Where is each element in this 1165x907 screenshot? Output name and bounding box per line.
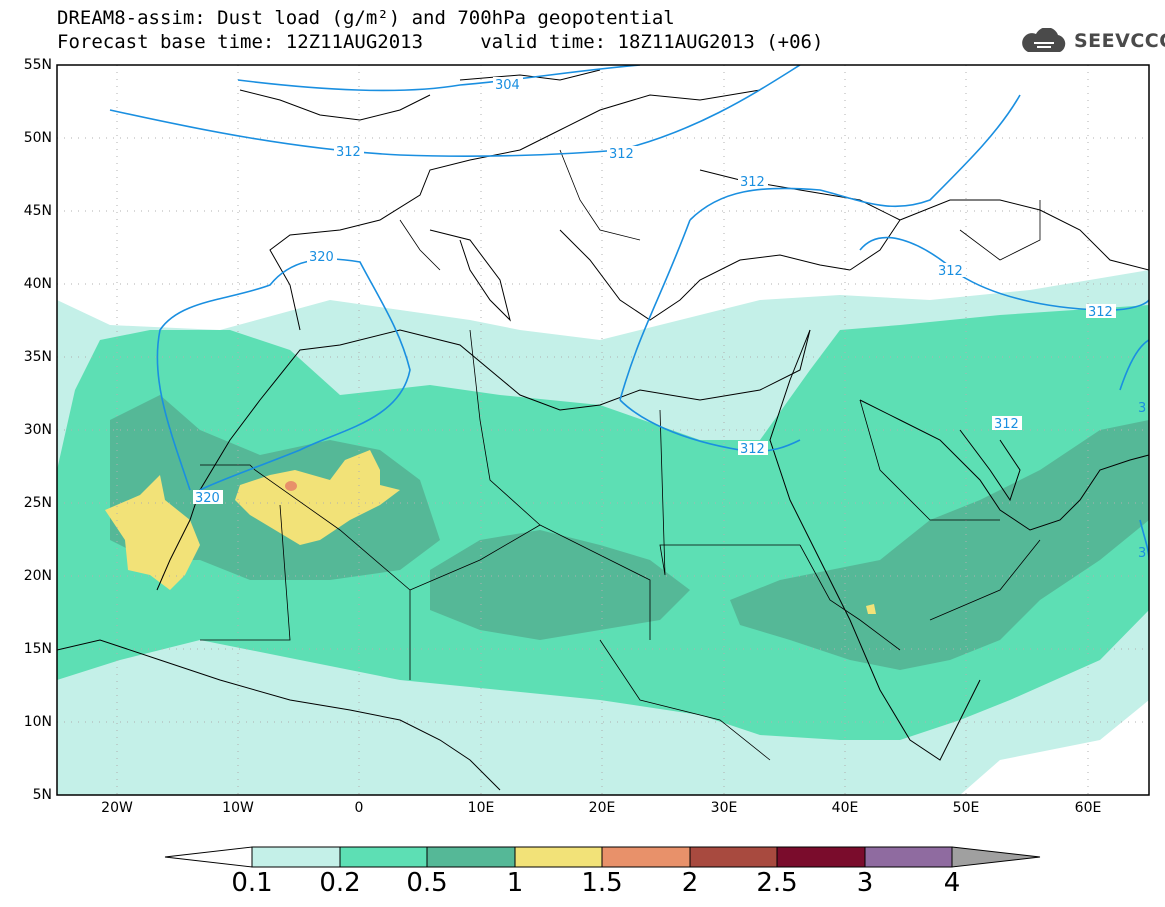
dust-region-mid-east — [730, 420, 1149, 670]
lat-label: 55N — [23, 57, 52, 73]
dust-region-mid-central — [430, 530, 690, 640]
lon-label: 10W — [222, 800, 254, 816]
contour-312-north — [109, 65, 801, 157]
colorbar-bin — [689, 846, 778, 868]
chart-title: DREAM8-assim: Dust load (g/m²) and 700hP… — [57, 7, 675, 29]
contour-label: 312 — [740, 442, 765, 457]
colorbar-tick-label: 1.5 — [581, 868, 623, 898]
colorbar-bin — [776, 846, 866, 868]
lon-label: 20W — [101, 800, 133, 816]
contour-312-east — [689, 94, 1021, 221]
colorbar-tick-label: 3 — [856, 868, 874, 898]
contour-label: 312 — [938, 264, 963, 279]
colorbar-tick-label: 0.5 — [406, 868, 448, 898]
colorbar — [164, 846, 1041, 868]
colorbar-bin — [514, 846, 603, 868]
graticule — [57, 65, 1149, 795]
lat-label: 45N — [23, 203, 52, 219]
colorbar-tick-label: 0.1 — [231, 868, 273, 898]
dust-field — [57, 270, 1149, 795]
contour-label: 312 — [609, 147, 634, 162]
dust-region-peak — [285, 481, 297, 491]
lon-label: 40E — [831, 800, 859, 816]
contour-label: 312 — [994, 417, 1019, 432]
lon-label: 0 — [354, 800, 364, 816]
lat-label: 40N — [23, 276, 52, 292]
lat-label: 5N — [32, 787, 52, 803]
lon-label: 50E — [952, 800, 980, 816]
borders — [200, 149, 1041, 761]
contour-304 — [237, 65, 641, 92]
colorbar-tick-label: 2 — [681, 868, 699, 898]
contour-312-south — [619, 399, 801, 453]
dust-region-high-2 — [235, 450, 400, 545]
lat-label: 15N — [23, 641, 52, 657]
lon-label: 60E — [1074, 800, 1102, 816]
colorbar-high-arrow — [951, 846, 1041, 868]
lat-label: 20N — [23, 568, 52, 584]
colorbar-bin — [426, 846, 516, 868]
colorbar-bin — [251, 846, 341, 868]
lat-label: 30N — [23, 422, 52, 438]
colorbar-tick-label: 0.2 — [319, 868, 361, 898]
colorbar-tick-label: 4 — [943, 868, 961, 898]
plot-frame — [56, 64, 1150, 796]
lat-label: 10N — [23, 714, 52, 730]
cloud-icon — [1022, 28, 1066, 52]
colorbar-bin — [864, 846, 953, 868]
contour-label: 320 — [195, 491, 220, 506]
chart-subtitle: Forecast base time: 12Z11AUG2013 valid t… — [57, 31, 824, 53]
logo-text: SEEVCCC — [1074, 30, 1165, 52]
contour-labels: 304 312 312 312 320 312 312 312 312 320 … — [193, 77, 1146, 561]
contour-label: 312 — [1088, 305, 1113, 320]
contour-label: 304 — [495, 78, 520, 93]
contour-label: 312 — [336, 145, 361, 160]
lat-label: 35N — [23, 349, 52, 365]
contour-label: 3 — [1138, 546, 1146, 561]
contour-312-arabia — [619, 219, 1149, 401]
lat-label: 25N — [23, 495, 52, 511]
contour-label: 3 — [1138, 401, 1146, 416]
contour-label: 312 — [740, 175, 765, 190]
contour-320 — [156, 258, 411, 491]
colorbar-bin — [601, 846, 691, 868]
colorbar-tick-label: 2.5 — [756, 868, 798, 898]
logo: SEEVCCC — [1018, 26, 1165, 56]
colorbar-bin — [339, 846, 428, 868]
dust-region-high-3 — [866, 604, 876, 614]
lat-label: 50N — [23, 130, 52, 146]
dust-region-high-1 — [105, 475, 200, 590]
lon-label: 10E — [467, 800, 495, 816]
lon-label: 30E — [710, 800, 738, 816]
contour-label: 320 — [309, 250, 334, 265]
geopotential-contours — [109, 65, 1149, 561]
lon-label: 20E — [588, 800, 616, 816]
colorbar-tick-label: 1 — [506, 868, 524, 898]
colorbar-low-arrow — [164, 846, 253, 868]
